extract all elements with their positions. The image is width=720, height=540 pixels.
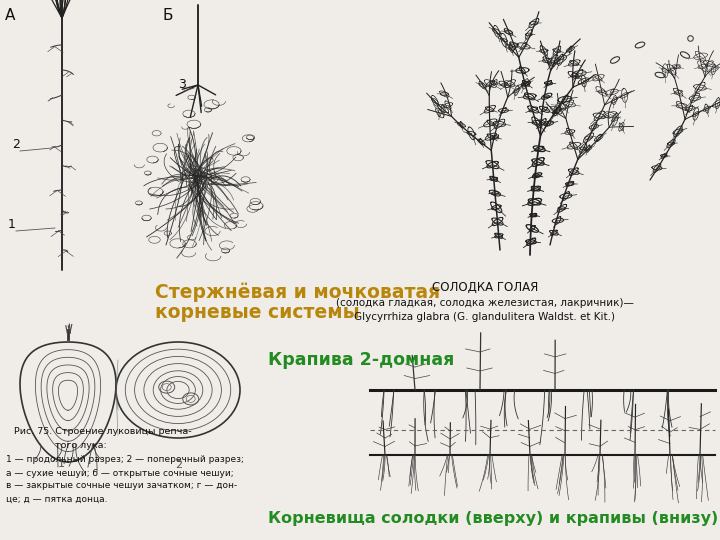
Text: Крапива 2-домная: Крапива 2-домная — [268, 351, 454, 369]
Text: (солодка гладкая, солодка железистая, лакричник)—: (солодка гладкая, солодка железистая, ла… — [336, 298, 634, 308]
Text: СОЛОДКА ГОЛАЯ: СОЛОДКА ГОЛАЯ — [432, 280, 538, 294]
Text: а — сухие чешуи; б — открытые сочные чешуи;: а — сухие чешуи; б — открытые сочные чеш… — [6, 469, 233, 477]
Text: Glycyrrhiza glabra (G. glandulitera Waldst. et Kit.): Glycyrrhiza glabra (G. glandulitera Wald… — [354, 312, 616, 322]
Text: 3: 3 — [178, 78, 186, 91]
Text: A: A — [5, 8, 15, 23]
Text: 1: 1 — [58, 459, 65, 469]
Text: Б: Б — [162, 8, 173, 23]
Text: 2: 2 — [175, 460, 182, 470]
Text: того лука:: того лука: — [55, 442, 107, 450]
Text: Рис. 75. Строение луковицы репча-: Рис. 75. Строение луковицы репча- — [14, 428, 192, 436]
Text: Стержнёвая и мочковатая: Стержнёвая и мочковатая — [155, 282, 440, 302]
Text: Корневища солодки (вверху) и крапивы (внизу): Корневища солодки (вверху) и крапивы (вн… — [268, 510, 719, 525]
Text: це; д — пятка донца.: це; д — пятка донца. — [6, 495, 107, 503]
Text: в — закрытые сочные чешуи зачатком; г — дон-: в — закрытые сочные чешуи зачатком; г — … — [6, 482, 238, 490]
Text: 2: 2 — [12, 138, 20, 151]
Text: корневые системы: корневые системы — [155, 302, 359, 321]
Text: 1 — продольный разрез; 2 — поперечный разрез;: 1 — продольный разрез; 2 — поперечный ра… — [6, 456, 244, 464]
Text: 1: 1 — [8, 218, 16, 231]
